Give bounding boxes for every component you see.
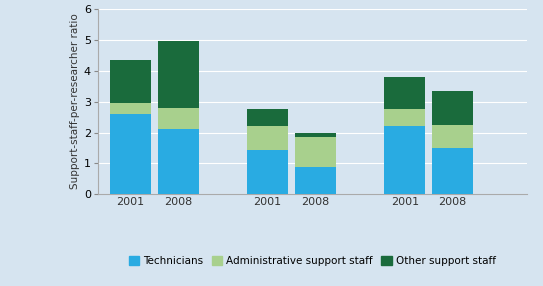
Bar: [432, 148, 473, 194]
Bar: [384, 126, 425, 194]
Bar: [247, 126, 288, 150]
Bar: [295, 132, 336, 137]
Legend: Technicians, Administrative support staff, Other support staff: Technicians, Administrative support staf…: [124, 252, 500, 270]
Bar: [384, 109, 425, 126]
Bar: [110, 103, 151, 114]
Bar: [158, 129, 199, 194]
Bar: [110, 114, 151, 194]
Bar: [247, 150, 288, 194]
Bar: [110, 60, 151, 103]
Bar: [295, 137, 336, 166]
Bar: [247, 109, 288, 126]
Bar: [432, 91, 473, 125]
Bar: [158, 108, 199, 129]
Bar: [295, 166, 336, 194]
Bar: [158, 41, 199, 108]
Y-axis label: Support-staff-per-researcher ratio: Support-staff-per-researcher ratio: [70, 14, 79, 189]
Bar: [384, 77, 425, 109]
Bar: [432, 125, 473, 148]
